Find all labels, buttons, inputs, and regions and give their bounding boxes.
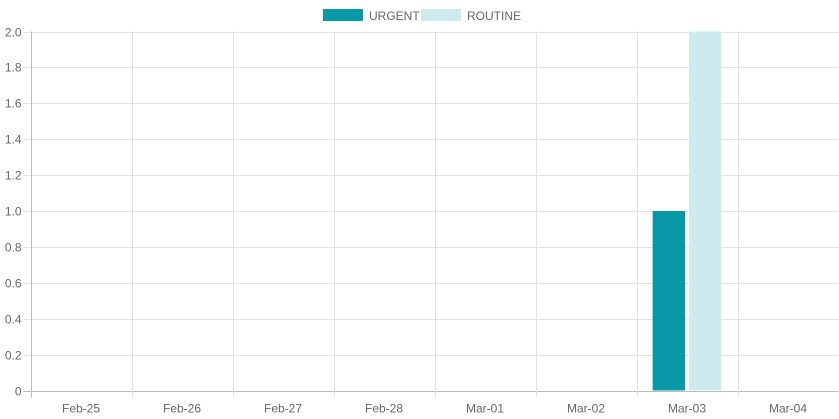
x-tick-label: Mar-04: [769, 402, 807, 416]
y-tick-label: 2.0: [5, 26, 22, 40]
bars: [652, 31, 722, 391]
legend-swatch: [323, 9, 363, 21]
y-tick-label: 0.4: [5, 313, 22, 327]
y-tick-label: 0.8: [5, 241, 22, 255]
legend-item-urgent[interactable]: URGENT: [323, 9, 420, 23]
legend-label: URGENT: [369, 9, 420, 23]
y-tick-label: 1.0: [5, 205, 22, 219]
x-tick-label: Feb-25: [62, 402, 100, 416]
x-tick-label: Mar-02: [567, 402, 605, 416]
legend-swatch: [421, 9, 461, 21]
y-tick-label: 1.8: [5, 61, 22, 75]
bar-routine-mar-03[interactable]: [689, 31, 722, 391]
y-tick-label: 1.2: [5, 169, 22, 183]
x-tick-label: Mar-03: [668, 402, 706, 416]
y-tick-label: 0: [15, 385, 22, 399]
y-axis-ticks: 0 0.2 0.4 0.6 0.8 1.0 1.2 1.4 1.6 1.8 2.0: [5, 26, 22, 399]
x-tick-label: Mar-01: [466, 402, 504, 416]
x-tick-label: Feb-26: [163, 402, 201, 416]
x-tick-label: Feb-27: [264, 402, 302, 416]
legend[interactable]: URGENT ROUTINE: [323, 9, 521, 23]
x-tick-label: Feb-28: [365, 402, 403, 416]
y-tick-label: 1.4: [5, 133, 22, 147]
grid-lines: [23, 31, 839, 398]
bar-urgent-mar-03[interactable]: [652, 211, 685, 391]
x-axis-ticks: Feb-25 Feb-26 Feb-27 Feb-28 Mar-01 Mar-02 Mar-…: [62, 402, 807, 416]
y-tick-label: 1.6: [5, 97, 22, 111]
legend-label: ROUTINE: [467, 9, 521, 23]
y-tick-label: 0.6: [5, 277, 22, 291]
y-tick-label: 0.2: [5, 349, 22, 363]
legend-item-routine[interactable]: ROUTINE: [421, 9, 521, 23]
